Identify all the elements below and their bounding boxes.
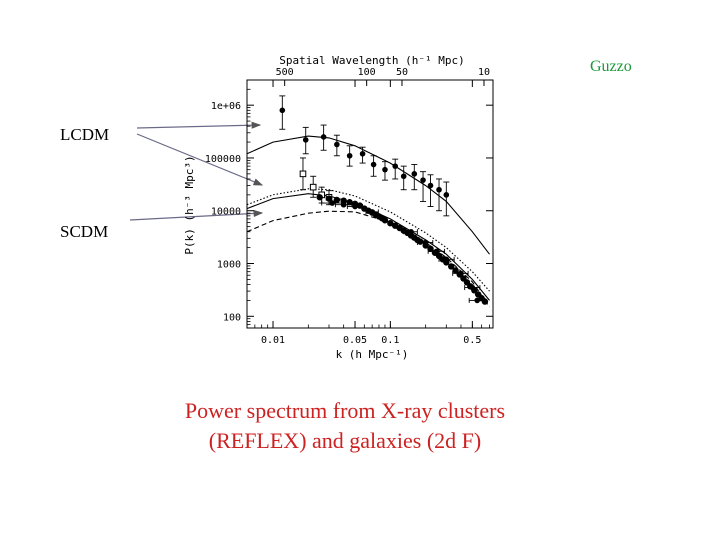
data-point	[411, 171, 418, 177]
lcdm-pointer-lower	[136, 133, 264, 186]
data-point	[427, 245, 434, 253]
x-axis-label: k (h Mpc⁻¹)	[336, 348, 409, 361]
data-point-square	[309, 183, 317, 191]
y-tick-label: 10000	[211, 207, 241, 218]
data-point	[400, 173, 407, 180]
plot-frame	[246, 79, 494, 329]
scdm-label: SCDM	[60, 222, 109, 241]
data-point	[369, 209, 375, 215]
lcdm-pointer-upper	[136, 121, 262, 129]
x-tick-label: 0.05	[343, 335, 367, 346]
data-point	[334, 141, 340, 148]
y-tick-label: 1e+06	[211, 101, 241, 112]
data-point-square	[299, 170, 307, 178]
caption-line-2: (REFLEX) and galaxies (2d F)	[208, 428, 482, 453]
data-point	[417, 238, 424, 245]
data-points	[279, 95, 489, 305]
data-point	[436, 186, 442, 193]
data-point	[443, 192, 450, 198]
caption-line-1: Power spectrum from X-ray clusters	[184, 398, 506, 423]
caption: Power spectrum from X-ray clusters (REFL…	[100, 396, 590, 456]
author-label: Guzzo	[590, 58, 632, 75]
top-tick-label: 10	[478, 67, 490, 78]
data-point	[392, 163, 398, 169]
data-point	[302, 137, 309, 143]
data-point	[452, 267, 459, 274]
data-point	[329, 200, 336, 206]
data-point	[387, 220, 394, 227]
y-axis-label: P(k) (h⁻³ Mpc³)	[183, 155, 196, 254]
x-tick-label: 0.01	[261, 335, 285, 346]
top-axis-label: Spatial Wavelength (h⁻¹ Mpc)	[279, 54, 464, 67]
data-point	[316, 194, 323, 201]
data-point	[381, 217, 389, 224]
data-point	[434, 248, 440, 255]
model-pointer-lines	[129, 121, 264, 221]
data-point	[382, 166, 388, 173]
model-curve-solid	[246, 135, 490, 255]
data-point	[340, 201, 347, 208]
top-tick-label: 500	[276, 67, 294, 78]
axes: 0.01 0.05 0.1 0.5 500 100 50 10 1e+06 100000 10000…	[205, 67, 493, 346]
data-point	[352, 203, 358, 210]
data-point	[474, 297, 480, 304]
data-point	[320, 134, 327, 140]
model-curve-dashed	[246, 210, 490, 308]
data-point	[427, 182, 434, 189]
top-tick-label: 100	[358, 67, 376, 78]
data-point	[325, 195, 333, 202]
data-point	[447, 263, 455, 270]
scdm-pointer	[129, 209, 264, 221]
data-point	[420, 177, 426, 183]
data-point	[279, 107, 286, 114]
data-point	[469, 284, 476, 291]
data-point	[359, 150, 366, 157]
y-tick-label: 100000	[205, 154, 241, 165]
x-tick-label: 0.5	[463, 335, 481, 346]
data-point	[346, 199, 353, 206]
y-tick-label: 100	[223, 312, 241, 323]
data-point	[346, 152, 353, 159]
data-point	[422, 239, 429, 246]
data-point	[333, 196, 341, 204]
data-point	[458, 270, 464, 277]
lcdm-label: LCDM	[60, 125, 110, 144]
data-point	[370, 161, 377, 168]
data-point	[443, 256, 450, 263]
model-curves	[246, 135, 490, 308]
data-point	[408, 228, 414, 235]
top-tick-label: 50	[396, 67, 408, 78]
x-tick-label: 0.1	[381, 335, 399, 346]
model-curve-dotted	[246, 188, 490, 292]
y-tick-label: 1000	[217, 260, 241, 271]
